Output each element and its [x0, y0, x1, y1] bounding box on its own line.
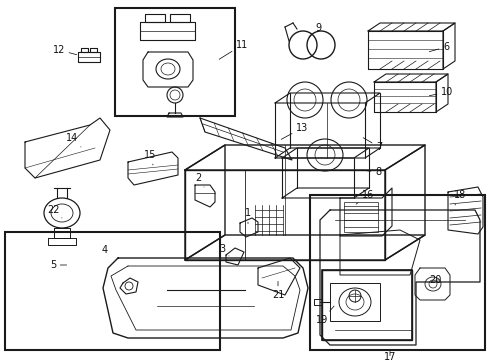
Text: 7: 7	[363, 138, 382, 152]
Bar	[329, 283, 379, 321]
Text: 12: 12	[53, 45, 77, 55]
Text: 3: 3	[219, 244, 228, 256]
Text: 5: 5	[50, 260, 66, 270]
Text: 1: 1	[244, 208, 250, 224]
Bar	[313, 299, 321, 305]
Text: 13: 13	[281, 123, 307, 139]
Text: 16: 16	[355, 190, 373, 204]
Text: 22: 22	[47, 205, 62, 218]
Bar	[321, 270, 411, 340]
Text: 18: 18	[453, 190, 465, 205]
Text: 21: 21	[271, 282, 284, 300]
Bar	[343, 202, 377, 232]
Text: 20: 20	[428, 275, 440, 285]
Text: 9: 9	[308, 23, 321, 37]
Bar	[309, 195, 484, 350]
Bar	[115, 8, 235, 116]
Text: 4: 4	[102, 245, 108, 255]
Bar	[5, 232, 220, 350]
Text: 14: 14	[66, 133, 81, 147]
Text: 19: 19	[315, 306, 333, 325]
Bar	[321, 270, 411, 340]
Text: 11: 11	[219, 40, 248, 59]
Text: 15: 15	[143, 150, 156, 165]
Text: 10: 10	[428, 87, 452, 97]
Text: 17: 17	[383, 351, 395, 360]
Text: 6: 6	[428, 42, 448, 52]
Text: 2: 2	[195, 173, 203, 187]
Text: 8: 8	[361, 167, 380, 177]
